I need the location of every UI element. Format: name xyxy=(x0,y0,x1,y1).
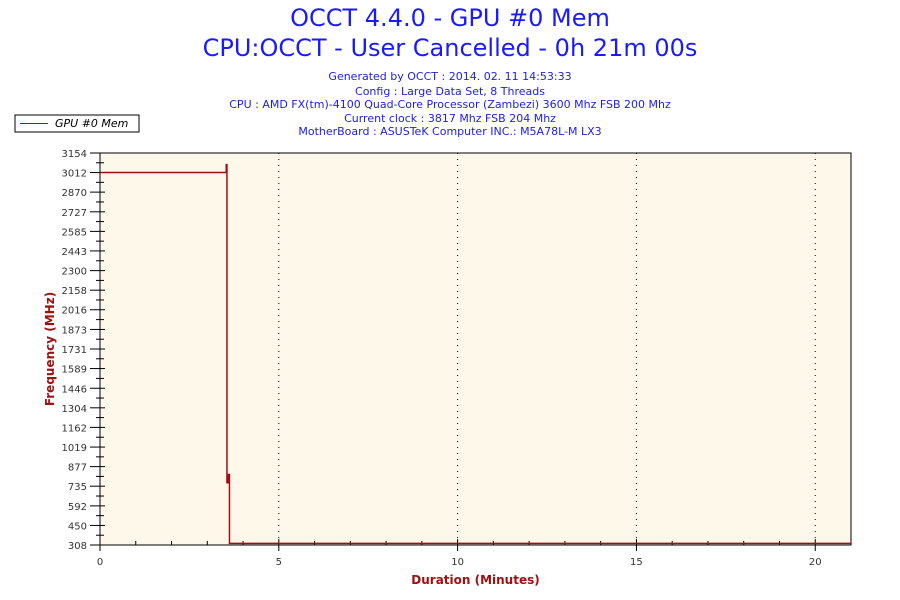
y-tick-label: 1589 xyxy=(62,365,87,376)
y-tick-label: 450 xyxy=(68,521,87,532)
y-tick-label: 3012 xyxy=(62,169,87,180)
y-tick-label: 1731 xyxy=(62,345,87,356)
x-tick-label: 15 xyxy=(630,557,643,568)
series-line xyxy=(100,163,851,545)
y-tick-label: 592 xyxy=(68,502,87,513)
y-tick-label: 735 xyxy=(68,482,87,493)
y-tick-label: 2727 xyxy=(62,208,87,219)
y-tick-label: 308 xyxy=(68,541,87,552)
y-tick-label: 1873 xyxy=(62,325,87,336)
info-line: MotherBoard : ASUSTeK Computer INC.: M5A… xyxy=(298,125,602,138)
y-tick-label: 1162 xyxy=(62,423,87,434)
y-axis-label: Frequency (MHz) xyxy=(43,292,57,406)
legend-box xyxy=(14,114,140,133)
legend-label: GPU #0 Mem xyxy=(55,117,128,130)
plot-area xyxy=(99,152,852,546)
x-tick-label: 10 xyxy=(451,557,464,568)
y-tick-label: 2158 xyxy=(62,286,87,297)
y-tick-label: 2300 xyxy=(62,267,87,278)
y-tick-label: 877 xyxy=(68,463,87,474)
info-line: Config : Large Data Set, 8 Threads xyxy=(355,85,545,98)
x-axis-label: Duration (Minutes) xyxy=(411,573,539,587)
chart-title: OCCT 4.4.0 - GPU #0 Mem xyxy=(290,4,610,32)
y-tick-label: 2016 xyxy=(62,306,87,317)
info-line: Generated by OCCT : 2014. 02. 11 14:53:3… xyxy=(328,70,572,83)
y-tick-label: 2443 xyxy=(62,247,87,258)
y-tick-label: 2870 xyxy=(62,188,87,199)
chart-subtitle: CPU:OCCT - User Cancelled - 0h 21m 00s xyxy=(202,34,698,62)
x-tick-label: 0 xyxy=(97,557,103,568)
y-tick-label: 1019 xyxy=(62,443,87,454)
y-tick-label: 1304 xyxy=(62,404,87,415)
y-tick-label: 3154 xyxy=(62,149,87,160)
y-tick-label: 1446 xyxy=(62,384,87,395)
info-line: CPU : AMD FX(tm)-4100 Quad-Core Processo… xyxy=(229,98,671,111)
info-line: Current clock : 3817 Mhz FSB 204 Mhz xyxy=(344,112,556,125)
x-tick-label: 5 xyxy=(276,557,282,568)
x-tick-label: 20 xyxy=(809,557,822,568)
y-tick-label: 2585 xyxy=(62,227,87,238)
